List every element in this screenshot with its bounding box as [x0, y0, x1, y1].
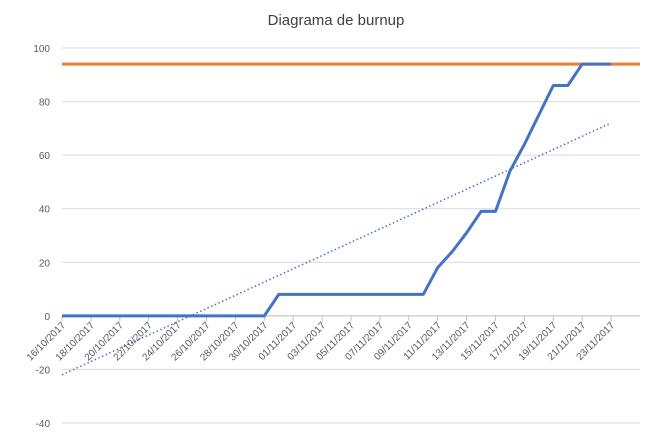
y-axis-ticks: -40 -20 0 20 40 60 80 100 [33, 44, 50, 430]
y-tick-label: 60 [39, 151, 51, 162]
y-tick-label: 100 [33, 44, 50, 55]
series-trend-line [61, 122, 612, 376]
x-axis-ticks: 16/10/201718/10/201720/10/201722/10/2017… [25, 320, 618, 363]
y-tick-label: 40 [39, 205, 51, 216]
series [61, 62, 641, 376]
series-completed-line [62, 62, 612, 318]
chart-title: Diagrama de burnup [267, 12, 405, 29]
y-tick-label: 80 [39, 98, 51, 109]
y-tick-label: -40 [36, 419, 51, 430]
y-tick-label: -20 [36, 365, 51, 376]
y-tick-label: 0 [44, 312, 50, 323]
gridlines [62, 47, 640, 424]
y-tick-label: 20 [39, 258, 51, 269]
